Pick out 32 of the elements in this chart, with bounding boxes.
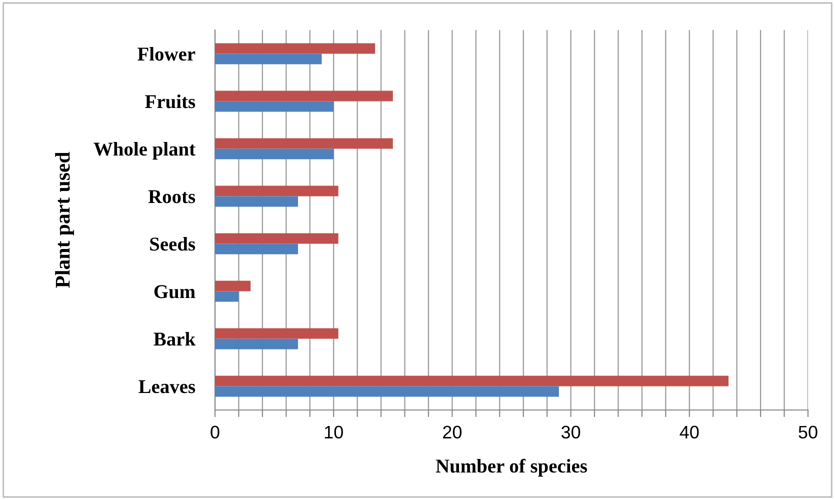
x-tick-label: 20 [443, 426, 462, 439]
bar [215, 90, 393, 102]
bar [215, 291, 239, 302]
y-axis-title: Plant part used [55, 152, 74, 288]
y-tick-label: Flower [138, 47, 196, 61]
y-tick-label: Fruits [145, 94, 196, 108]
y-tick-label: Gum [154, 285, 196, 298]
bar [215, 233, 338, 244]
bar [215, 196, 298, 207]
bar [215, 138, 393, 149]
bar [215, 386, 559, 397]
bar [215, 376, 729, 386]
y-tick-label: Bark [154, 332, 196, 346]
bar [215, 338, 298, 350]
bar [215, 280, 251, 292]
x-tick-label: 0 [210, 426, 220, 439]
bar [215, 244, 298, 254]
y-tick-label: Roots [148, 190, 196, 204]
y-tick-label: Seeds [150, 237, 196, 251]
x-axis-title: Number of species [436, 458, 587, 477]
x-tick-label: 50 [798, 426, 818, 439]
bar [215, 54, 322, 64]
bar [215, 43, 376, 54]
bar [215, 148, 334, 160]
bar [215, 328, 338, 339]
y-tick-label: Leaves [138, 380, 196, 394]
x-tick-label: 30 [561, 426, 580, 439]
y-tick-label: Whole plant [94, 142, 196, 160]
x-tick-label: 40 [680, 426, 699, 439]
bar [215, 101, 334, 112]
bar [215, 186, 338, 196]
x-tick-label: 10 [324, 426, 343, 439]
